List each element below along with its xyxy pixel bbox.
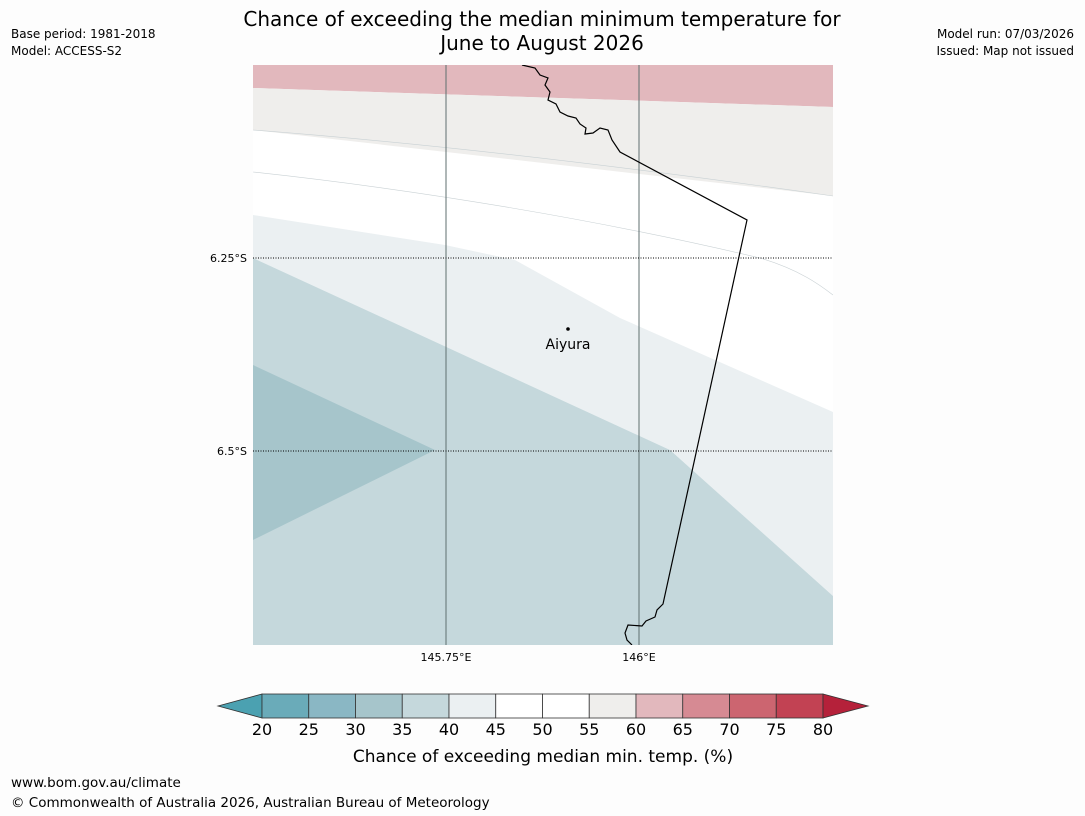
colorbar-cell — [542, 693, 590, 719]
lat-label-6-5: 6.5°S — [217, 445, 247, 458]
colorbar-cell — [775, 693, 824, 719]
colorbar-tick-label: 70 — [719, 720, 739, 739]
title-line-1: Chance of exceeding the median minimum t… — [243, 7, 841, 31]
colorbar-tick-label: 40 — [439, 720, 459, 739]
model-text: Model: ACCESS-S2 — [11, 44, 123, 58]
colorbar-tick-label: 20 — [252, 720, 272, 739]
colorbar-tick-label: 80 — [813, 720, 833, 739]
colorbar-cell — [355, 693, 403, 719]
lat-label-6-25: 6.25°S — [210, 252, 247, 265]
colorbar-cell — [682, 693, 730, 719]
map-area — [253, 65, 833, 645]
colorbar-tick-label: 75 — [766, 720, 786, 739]
colorbar-cell — [308, 693, 356, 719]
colorbar-cell — [635, 693, 684, 719]
band-45-50 — [253, 215, 833, 596]
footer-url[interactable]: www.bom.gov.au/climate — [11, 775, 181, 791]
colorbar-tick-label: 60 — [626, 720, 646, 739]
colorbar-tick-label: 45 — [486, 720, 506, 739]
footer-copyright: © Commonwealth of Australia 2026, Austra… — [11, 795, 490, 811]
band-60-65 — [253, 65, 833, 107]
aiyura-label: Aiyura — [546, 337, 591, 353]
map-figure: Aiyura 6.25°S 6.5°S 145.75°E 146°E 20 25 3… — [210, 65, 870, 767]
colorbar-label: Chance of exceeding median min. temp. (%… — [353, 747, 733, 767]
colorbar-tick-label: 30 — [345, 720, 365, 739]
colorbar-tick-label: 25 — [299, 720, 319, 739]
lon-label-145-75: 145.75°E — [421, 651, 472, 664]
map-title: Chance of exceeding the median minimum t… — [142, 7, 942, 55]
band-55-60 — [253, 88, 833, 196]
colorbar-tick-label: 35 — [392, 720, 412, 739]
lon-label-146: 146°E — [622, 651, 655, 664]
issued-text: Issued: Map not issued — [936, 44, 1074, 58]
model-run-text: Model run: 07/03/2026 — [936, 27, 1074, 41]
colorbar-tick-label: 65 — [673, 720, 693, 739]
province-boundary — [521, 65, 748, 645]
colorbar-tick-label: 55 — [579, 720, 599, 739]
contour-line — [253, 129, 833, 197]
colorbar-cell — [588, 693, 637, 719]
colorbar-tick-label: 50 — [532, 720, 552, 739]
band-35-40 — [253, 365, 435, 540]
colorbar-low-extend — [216, 693, 263, 719]
colorbar-cell — [401, 693, 450, 719]
colorbar-cell — [729, 693, 777, 719]
colorbar-cell — [448, 693, 497, 719]
colorbar-cell — [495, 693, 543, 719]
title-line-2: June to August 2026 — [440, 31, 644, 55]
colorbar: 20 25 30 35 40 45 50 55 60 65 70 75 80 Chance of exc… — [216, 693, 870, 767]
colorbar-high-extend — [822, 693, 870, 719]
base-period-text: Base period: 1981-2018 — [11, 27, 156, 41]
colorbar-cell — [261, 693, 310, 719]
metadata-left: Base period: 1981-2018 Model: ACCESS-S2 — [11, 26, 156, 60]
contour-line — [253, 171, 833, 296]
aiyura-marker — [566, 327, 570, 331]
metadata-right: Model run: 07/03/2026 Issued: Map not is… — [936, 26, 1074, 60]
